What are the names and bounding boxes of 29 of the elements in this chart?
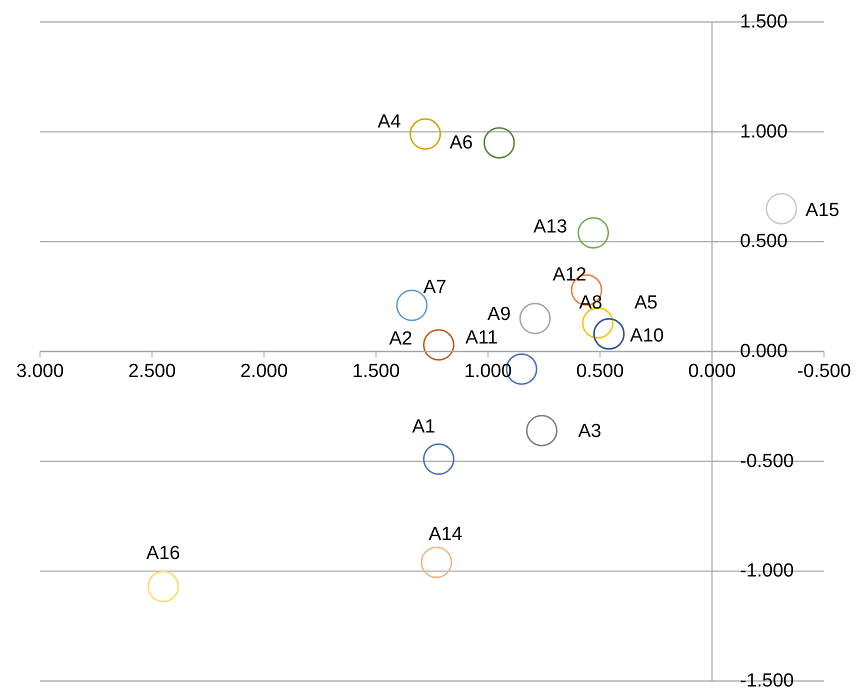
series-label: A13: [533, 216, 568, 238]
x-tick-label: 3.000: [16, 361, 64, 382]
y-tick-label: 1.500: [740, 12, 788, 32]
series-label: A14: [428, 524, 463, 545]
x-tick-label: -0.500: [797, 361, 851, 382]
y-tick-label: 1.000: [740, 121, 788, 142]
x-tick-label: 0.000: [688, 361, 736, 382]
x-tick-label: 0.500: [576, 361, 624, 382]
y-tick-label: -1.500: [740, 670, 794, 691]
series-label: A10: [630, 325, 664, 346]
series-label: A3: [578, 421, 602, 442]
series-label: A2: [389, 328, 412, 350]
series-label: A15: [806, 200, 840, 222]
series-label: A12: [552, 264, 586, 286]
series-label: A5: [634, 292, 658, 314]
x-tick-label: 2.000: [240, 361, 288, 382]
series-label: A6: [450, 132, 473, 154]
x-tick-label: 2.500: [128, 361, 176, 382]
y-tick-label: -1.000: [740, 560, 794, 582]
series-label: A9: [487, 304, 511, 326]
x-tick-label: 1.500: [352, 361, 400, 382]
series-label: A4: [378, 112, 402, 133]
y-tick-label: 0.000: [740, 341, 788, 362]
series-label: A11: [465, 328, 498, 349]
series-label: A7: [423, 276, 446, 298]
series-label: A16: [146, 543, 180, 564]
y-tick-label: -0.500: [740, 450, 794, 472]
series-label: A1: [412, 416, 436, 438]
y-tick-label: 0.500: [740, 231, 788, 252]
